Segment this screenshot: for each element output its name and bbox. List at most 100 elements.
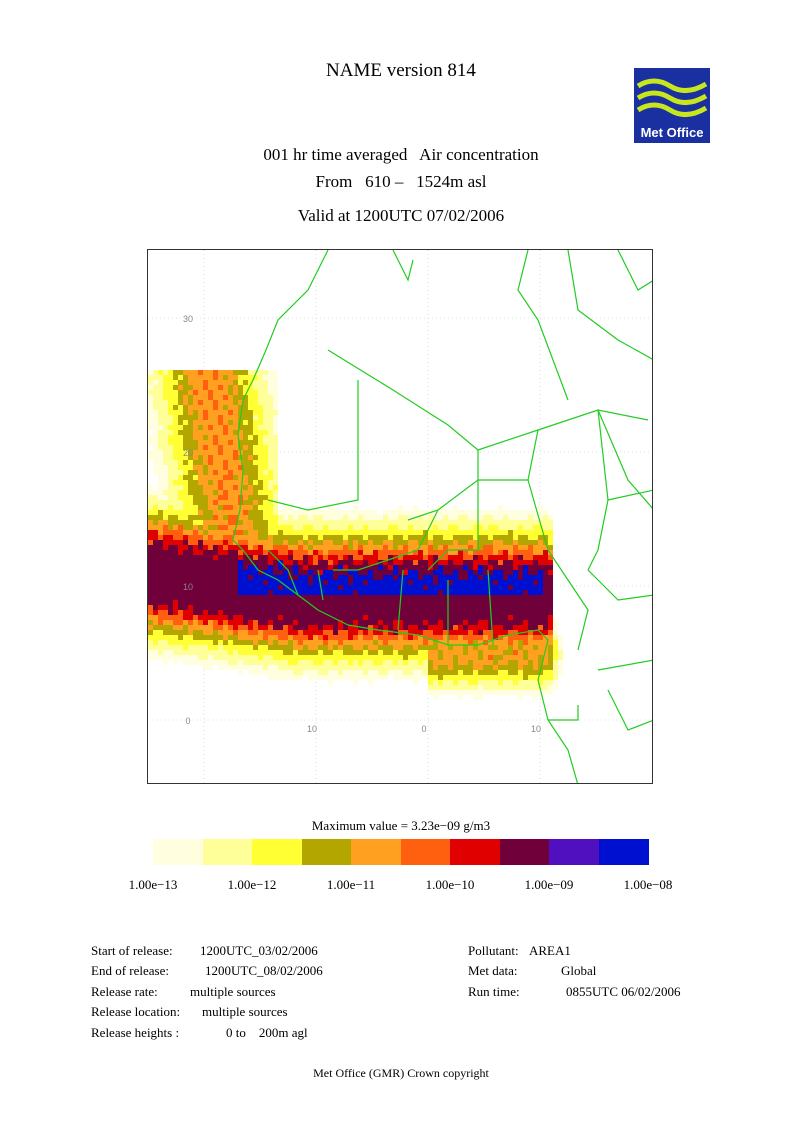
concentration-cell [473,535,478,540]
concentration-cell [203,440,208,445]
concentration-cell [548,630,553,635]
concentration-cell [153,575,158,580]
concentration-cell [163,425,168,430]
concentration-cell [393,640,398,645]
concentration-cell [443,625,448,630]
concentration-cell [228,650,233,655]
concentration-cell [383,620,388,625]
concentration-cell [543,545,548,550]
concentration-cell [208,650,213,655]
concentration-cell [273,505,278,510]
concentration-cell [428,610,433,615]
concentration-cell [473,555,478,560]
concentration-cell [148,645,153,650]
concentration-cell [173,415,178,420]
concentration-cell [538,650,543,655]
concentration-cell [528,640,533,645]
concentration-cell [153,525,158,530]
concentration-cell [163,500,168,505]
concentration-cell [543,600,548,605]
concentration-cell [368,570,373,575]
concentration-cell [488,545,493,550]
concentration-cell [258,570,263,575]
concentration-cell [413,590,418,595]
country-border [333,509,439,571]
concentration-cell [303,635,308,640]
concentration-cell [283,555,288,560]
concentration-cell [258,490,263,495]
concentration-cell [493,640,498,645]
concentration-cell [388,530,393,535]
concentration-cell [273,530,278,535]
concentration-cell [228,395,233,400]
concentration-cell [493,625,498,630]
concentration-cell [258,580,263,585]
concentration-cell [253,545,258,550]
concentration-cell [293,605,298,610]
concentration-cell [218,665,223,670]
concentration-cell [418,575,423,580]
concentration-cell [543,625,548,630]
concentration-cell [278,535,283,540]
concentration-cell [148,370,153,375]
concentration-cell [248,635,253,640]
concentration-cell [243,510,248,515]
concentration-cell [323,565,328,570]
concentration-cell [173,465,178,470]
concentration-cell [468,515,473,520]
concentration-cell [468,600,473,605]
concentration-cell [188,615,193,620]
concentration-cell [228,590,233,595]
concentration-cell [548,620,553,625]
concentration-cell [448,680,453,685]
concentration-cell [418,670,423,675]
concentration-cell [523,540,528,545]
concentration-cell [278,570,283,575]
concentration-cell [263,500,268,505]
concentration-cell [273,540,278,545]
concentration-cell [488,640,493,645]
concentration-cell [498,565,503,570]
concentration-cell [533,685,538,690]
concentration-cell [153,510,158,515]
concentration-cell [478,580,483,585]
concentration-cell [188,545,193,550]
concentration-cell [158,445,163,450]
concentration-cell [343,660,348,665]
concentration-cell [493,600,498,605]
concentration-cell [148,490,153,495]
concentration-cell [258,390,263,395]
concentration-cell [423,520,428,525]
concentration-cell [533,690,538,695]
concentration-cell [203,425,208,430]
concentration-cell [148,400,153,405]
concentration-cell [458,550,463,555]
concentration-cell [163,555,168,560]
met-data-value: Global [561,963,597,978]
concentration-cell [273,410,278,415]
concentration-cell [518,600,523,605]
concentration-cell [533,525,538,530]
concentration-cell [173,430,178,435]
concentration-cell [208,470,213,475]
concentration-cell [488,595,493,600]
concentration-cell [163,515,168,520]
concentration-cell [153,590,158,595]
concentration-cell [168,570,173,575]
concentration-cell [228,490,233,495]
concentration-cell [163,375,168,380]
concentration-cell [303,640,308,645]
concentration-cell [393,620,398,625]
concentration-cell [403,555,408,560]
concentration-cell [193,370,198,375]
concentration-cell [393,530,398,535]
concentration-cell [428,575,433,580]
concentration-cell [173,370,178,375]
concentration-cell [158,475,163,480]
concentration-cell [423,655,428,660]
concentration-cell [473,530,478,535]
concentration-cell [478,640,483,645]
concentration-cell [438,625,443,630]
concentration-cell [453,680,458,685]
concentration-cell [293,550,298,555]
